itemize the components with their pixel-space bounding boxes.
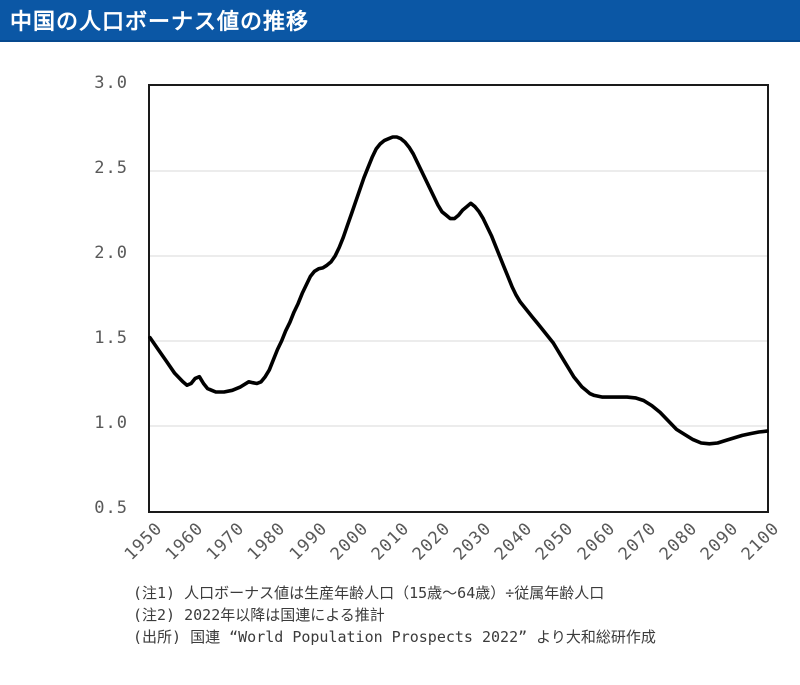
x-axis-tick-label: 2010 [367,518,414,565]
x-axis-tick-label: 1960 [161,518,208,565]
source-line: (出所) 国連 “World Population Prospects 2022… [133,628,656,646]
demographic-dividend-line-chart [148,135,769,446]
x-axis-tick-label: 2050 [532,518,579,565]
y-axis-tick-label: 3.0 [94,73,128,93]
y-axis-tick-label: 2.5 [94,158,128,178]
series-line [148,135,769,446]
page-title: 中国の人口ボーナス値の推移 [10,10,310,35]
x-axis-tick-label: 2000 [326,518,373,565]
y-axis-tick-label: 1.0 [94,413,128,433]
chart-plot-area [148,84,769,513]
y-axis-tick-label: 1.5 [94,328,128,348]
x-axis-tick-label: 2080 [655,518,702,565]
x-axis-tick-label: 2070 [614,518,661,565]
x-axis-tick-label: 1950 [120,518,167,565]
x-axis-tick-label: 2060 [573,518,620,565]
x-axis-tick-label: 2040 [491,518,537,565]
x-axis-tick-label: 2090 [696,518,743,565]
x-axis-tick-label: 1990 [285,518,332,565]
title-bar: 中国の人口ボーナス値の推移 [0,0,800,42]
y-axis-tick-label: 0.5 [94,498,128,518]
x-axis-tick-label: 1970 [203,518,250,565]
x-axis-tick-label: 2020 [408,518,455,565]
x-axis-tick-label: 2030 [449,518,496,565]
chart-notes: (注1) 人口ボーナス値は生産年齢人口（15歳～64歳）÷従属年齢人口 (注2)… [133,582,773,648]
x-axis-tick-label: 2100 [737,518,784,565]
y-axis-tick-label: 2.0 [94,243,128,263]
x-axis-tick-label: 1980 [244,518,291,565]
note-line-1: (注1) 人口ボーナス値は生産年齢人口（15歳～64歳）÷従属年齢人口 [133,584,605,602]
note-line-2: (注2) 2022年以降は国連による推計 [133,606,385,624]
